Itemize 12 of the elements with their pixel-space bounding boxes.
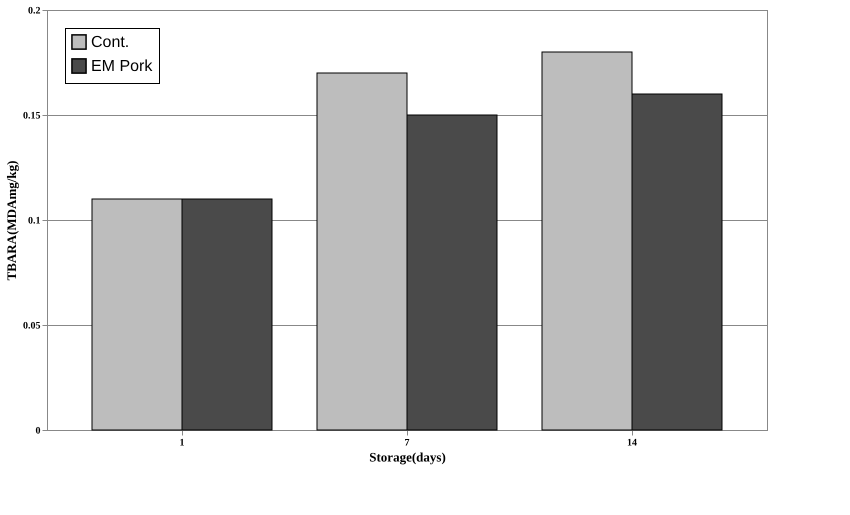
- y-tick-label: 0.2: [28, 6, 40, 16]
- legend-label: Cont.: [91, 34, 130, 51]
- x-tick-label: 1: [180, 438, 184, 448]
- y-tick-label: 0.1: [28, 216, 40, 226]
- x-tick-label: 14: [627, 438, 637, 448]
- y-tick-label: 0.05: [23, 320, 40, 332]
- legend-label: EM Pork: [91, 58, 154, 75]
- y-tick-label: 0: [36, 426, 40, 436]
- y-axis-title: TBARA(MDAmg/kg): [4, 160, 19, 280]
- x-axis-title: Storage(days): [369, 450, 446, 464]
- y-tick-label: 0.15: [23, 110, 40, 122]
- x-tick-label: 7: [404, 438, 410, 448]
